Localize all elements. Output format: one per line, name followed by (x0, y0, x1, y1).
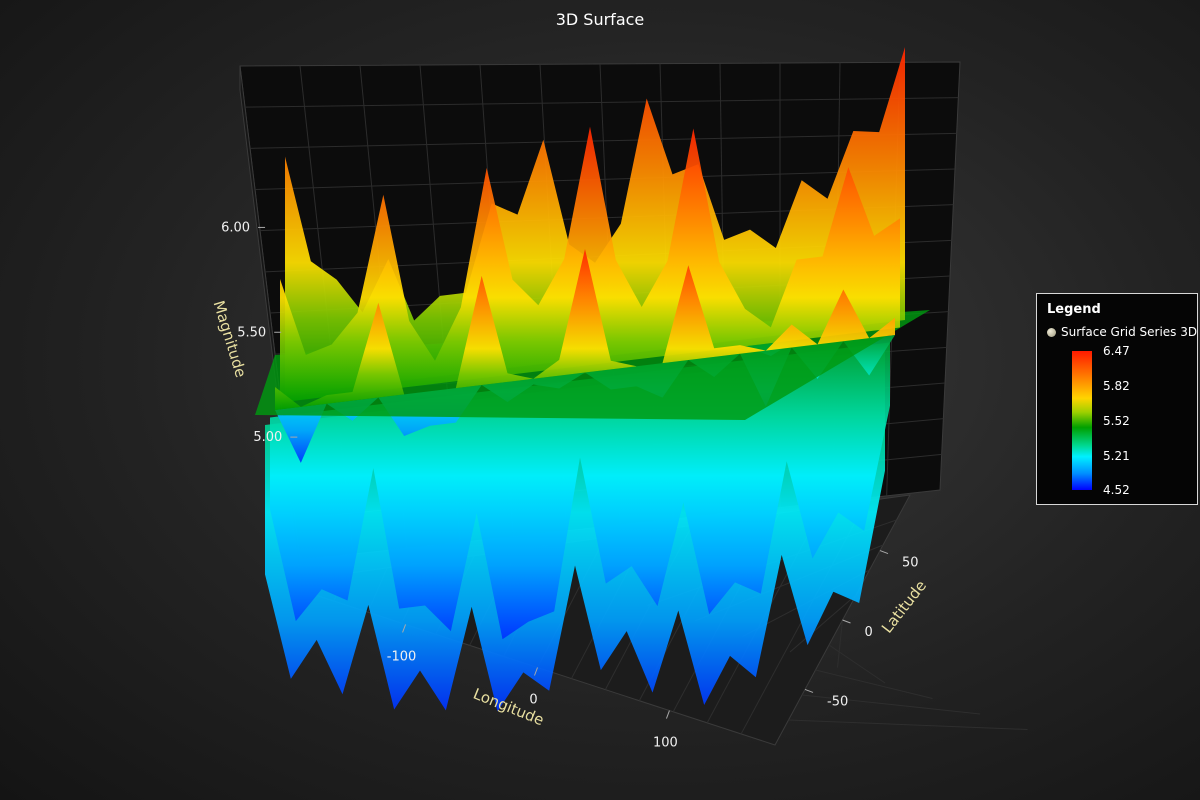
grid-line (801, 694, 981, 715)
color-scale-label: 5.52 (1103, 414, 1130, 428)
z-axis-tick (804, 688, 814, 693)
x-axis-tick-label: 0 (529, 693, 537, 708)
grid-line (837, 619, 843, 668)
color-scale-label: 4.52 (1103, 483, 1130, 497)
surface-ribbon (275, 249, 895, 410)
grid-line (828, 644, 886, 684)
y-axis-tick-label: 5.00 (253, 430, 282, 445)
color-scale-label: 6.47 (1103, 344, 1130, 358)
legend-panel: Legend Surface Grid Series 3D 6.47 5.82 … (1036, 293, 1198, 505)
grid-line (815, 669, 933, 699)
grid-line (244, 97, 959, 108)
axis-ticks: 5.00 5.50 6.00 -100 0 100 -50 0 50 (221, 220, 918, 750)
z-axis-tick-label: 0 (865, 625, 873, 640)
legend-title: Legend (1047, 302, 1101, 317)
z-axis-tick (842, 619, 851, 624)
grid-line (788, 719, 1028, 730)
surface-ribbon (280, 126, 900, 403)
z-axis-tick-label: 50 (902, 556, 919, 571)
x-axis-tick (665, 710, 670, 719)
y-axis-tick-label: 5.50 (237, 325, 266, 340)
surface-ribbon (285, 47, 905, 395)
color-scale-bar (1072, 351, 1092, 490)
y-axis-tick-label: 6.00 (221, 220, 250, 235)
z-axis-tick-label: -50 (827, 694, 848, 709)
x-axis-tick-label: 100 (653, 736, 678, 751)
x-axis-tick (402, 624, 407, 633)
color-scale-label: 5.82 (1103, 379, 1130, 393)
x-axis-tick-label: -100 (387, 649, 417, 664)
surface-upper-part (265, 47, 905, 425)
legend-series-entry[interactable]: Surface Grid Series 3D (1047, 325, 1197, 339)
x-axis-tick (534, 667, 538, 676)
chart-title: 3D Surface (555, 10, 645, 29)
grid-line (789, 594, 857, 653)
z-axis-tick (879, 550, 889, 555)
legend-series-label: Surface Grid Series 3D (1061, 325, 1198, 339)
series-marker-icon (1047, 327, 1056, 337)
color-scale-label: 5.21 (1103, 449, 1130, 463)
grid-line (249, 132, 957, 149)
